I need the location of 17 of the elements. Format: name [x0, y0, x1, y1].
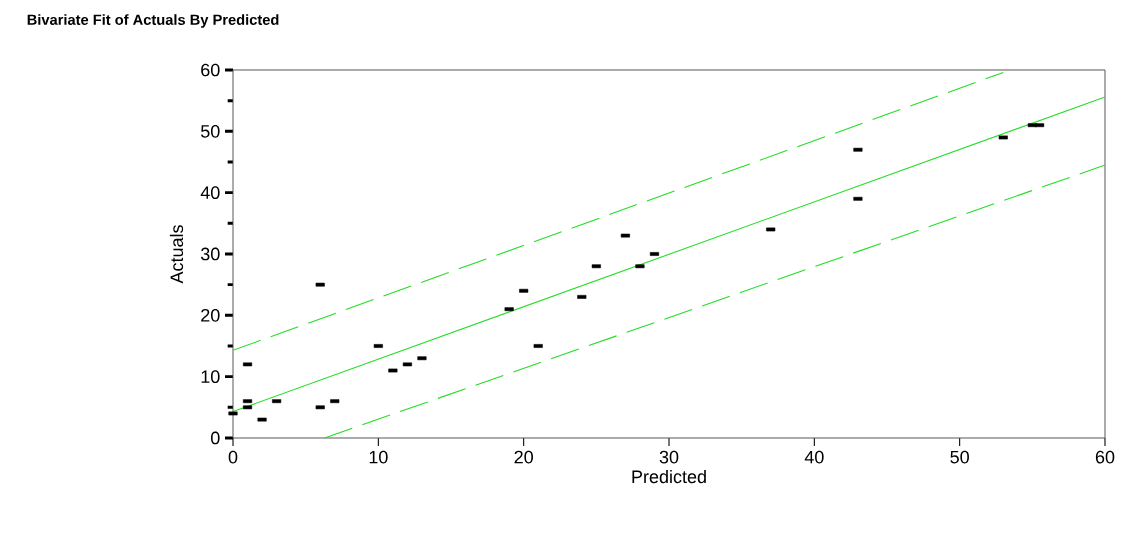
x-axis-title: Predicted [632, 469, 706, 484]
y-tick-label: 30 [200, 247, 220, 261]
y-tick-label: 50 [200, 124, 220, 138]
x-tick-label: 20 [514, 450, 533, 464]
x-tick-label: 50 [950, 450, 969, 464]
x-tick-label: 60 [1095, 450, 1115, 464]
y-axis-title: Actuals [169, 225, 184, 284]
x-tick-label: 40 [804, 450, 824, 464]
y-tick-label: 10 [201, 370, 220, 384]
x-tick-label: 0 [228, 450, 238, 464]
chart-title: Bivariate Fit of Actuals By Predicted [27, 14, 279, 28]
y-tick-label: 40 [200, 186, 220, 200]
x-tick-label: 10 [369, 450, 388, 464]
x-tick-label: 30 [659, 450, 679, 464]
y-tick-label: 20 [201, 308, 220, 322]
y-tick-label: 60 [201, 63, 220, 77]
y-tick-label: 0 [211, 431, 220, 445]
